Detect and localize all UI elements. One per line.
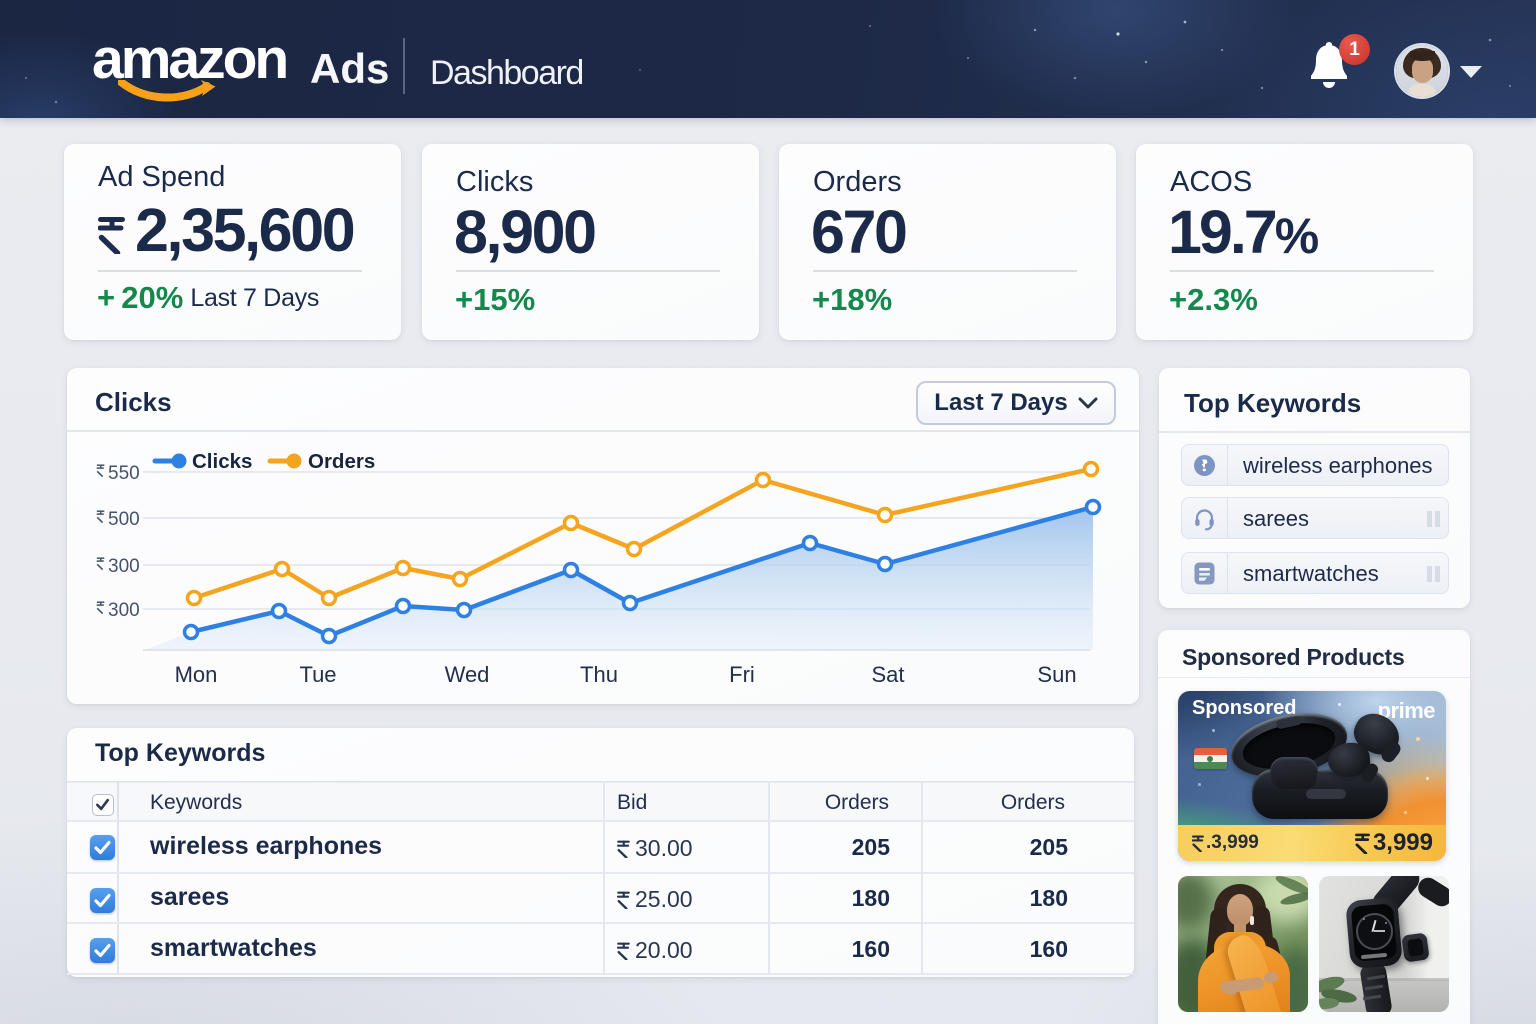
svg-text:Fri: Fri (729, 662, 755, 687)
svg-text:300: 300 (108, 556, 140, 577)
svg-text:Clicks: Clicks (192, 450, 252, 473)
svg-text:550: 550 (108, 463, 140, 484)
svg-text:500: 500 (108, 509, 140, 530)
svg-text:Thu: Thu (580, 662, 618, 687)
svg-text:Wed: Wed (445, 662, 490, 687)
svg-text:Orders: Orders (308, 450, 375, 473)
svg-text:Sun: Sun (1037, 662, 1076, 687)
svg-text:Tue: Tue (299, 662, 336, 687)
svg-text:300: 300 (108, 600, 140, 621)
svg-text:Mon: Mon (175, 662, 218, 687)
svg-text:Sat: Sat (871, 662, 904, 687)
